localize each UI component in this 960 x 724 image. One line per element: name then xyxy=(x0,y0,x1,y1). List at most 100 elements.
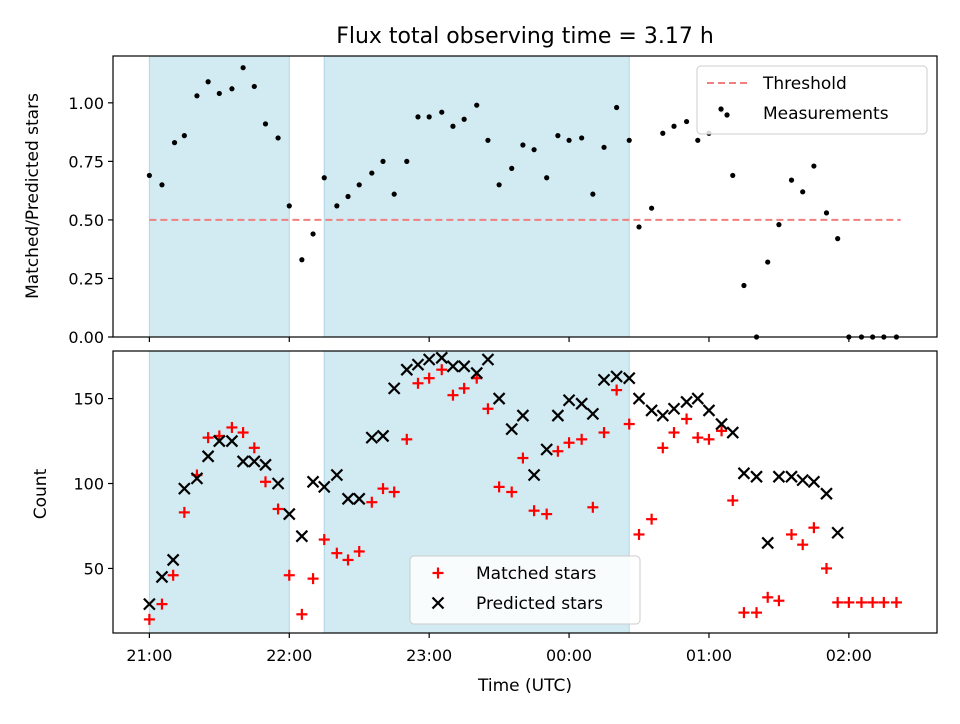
data-point xyxy=(251,83,257,90)
data-point xyxy=(820,562,832,574)
data-point xyxy=(730,172,736,179)
data-point xyxy=(773,595,785,607)
data-point xyxy=(262,121,269,127)
data-point xyxy=(552,445,564,457)
data-point xyxy=(461,116,467,122)
y-tick-label: 0.75 xyxy=(68,152,104,171)
data-point xyxy=(166,553,180,567)
data-point xyxy=(727,494,739,506)
data-point xyxy=(401,433,413,445)
data-point xyxy=(248,455,261,468)
data-point xyxy=(695,137,701,143)
data-point xyxy=(610,370,623,383)
data-point xyxy=(645,404,658,417)
data-point xyxy=(808,522,820,534)
data-point xyxy=(248,442,260,454)
data-point xyxy=(751,607,763,619)
data-point xyxy=(376,429,390,443)
data-point xyxy=(190,472,204,485)
data-point xyxy=(575,397,588,410)
data-point xyxy=(741,282,747,289)
data-point xyxy=(668,427,680,439)
data-point xyxy=(715,417,728,431)
data-point xyxy=(146,172,152,179)
data-point xyxy=(470,366,484,380)
legend-label: Predicted stars xyxy=(476,594,603,614)
data-point xyxy=(236,455,250,468)
data-point xyxy=(240,65,246,71)
shaded-interval xyxy=(148,350,290,634)
data-point xyxy=(680,395,693,409)
data-point xyxy=(509,165,515,171)
data-point xyxy=(412,377,424,389)
legend: Threshold Measurements xyxy=(696,65,928,135)
data-point xyxy=(890,596,902,608)
data-point xyxy=(576,433,588,445)
data-point xyxy=(527,468,541,482)
data-point xyxy=(579,135,585,141)
data-point xyxy=(321,175,327,181)
y-tick-label: 150 xyxy=(73,390,104,409)
data-point xyxy=(540,443,553,456)
data-point xyxy=(796,473,809,487)
data-point xyxy=(369,170,375,176)
data-point xyxy=(422,353,436,366)
data-point xyxy=(555,133,561,139)
data-point xyxy=(342,554,354,566)
data-point xyxy=(481,353,495,366)
data-point xyxy=(832,596,844,608)
x-axis-label: Time (UTC) xyxy=(477,676,572,696)
data-point xyxy=(380,158,386,164)
data-point xyxy=(800,189,806,195)
data-point xyxy=(623,418,635,430)
y-axis-label-top: Matched/Predicted stars xyxy=(23,93,43,299)
data-point xyxy=(496,182,502,188)
data-point xyxy=(772,470,786,483)
y-tick-label: 0.25 xyxy=(68,269,104,288)
data-point xyxy=(878,596,890,608)
data-point xyxy=(737,467,751,480)
series-predicted-stars xyxy=(143,351,844,611)
data-point xyxy=(528,505,540,517)
x-tick-label: 23:00 xyxy=(406,646,452,665)
data-point xyxy=(807,475,821,489)
data-point xyxy=(692,432,704,444)
data-point xyxy=(505,422,518,436)
data-point xyxy=(450,123,456,129)
data-point xyxy=(377,483,389,495)
data-point xyxy=(155,570,169,584)
y-tick-label: 50 xyxy=(84,559,104,578)
data-point xyxy=(296,608,308,620)
data-point xyxy=(458,382,470,394)
data-point xyxy=(388,486,400,498)
data-point xyxy=(660,130,666,136)
data-point xyxy=(366,496,378,508)
data-point xyxy=(181,133,187,139)
data-point xyxy=(835,236,841,242)
data-point xyxy=(226,421,238,433)
legend: Matched stars Predicted stars xyxy=(409,555,641,625)
ratio-panel: 0.00 0.25 0.50 0.75 1.00 xyxy=(68,55,938,347)
data-point xyxy=(275,135,281,141)
data-point xyxy=(541,508,553,520)
data-point xyxy=(776,222,782,228)
data-point xyxy=(283,569,295,581)
data-point xyxy=(563,437,575,449)
data-point xyxy=(213,434,226,448)
data-point xyxy=(167,569,179,581)
data-point xyxy=(551,409,565,422)
x-tick-label: 21:00 xyxy=(126,646,172,665)
data-point xyxy=(671,123,677,129)
data-point xyxy=(310,231,316,237)
data-point xyxy=(159,182,165,188)
y-tick-label: 0.50 xyxy=(68,211,104,230)
data-point xyxy=(307,573,319,585)
data-point xyxy=(225,434,239,448)
shaded-interval xyxy=(323,55,630,338)
data-point xyxy=(762,591,774,603)
data-point xyxy=(750,470,763,483)
data-point xyxy=(178,506,190,518)
data-point xyxy=(611,384,623,396)
data-point xyxy=(586,407,600,421)
